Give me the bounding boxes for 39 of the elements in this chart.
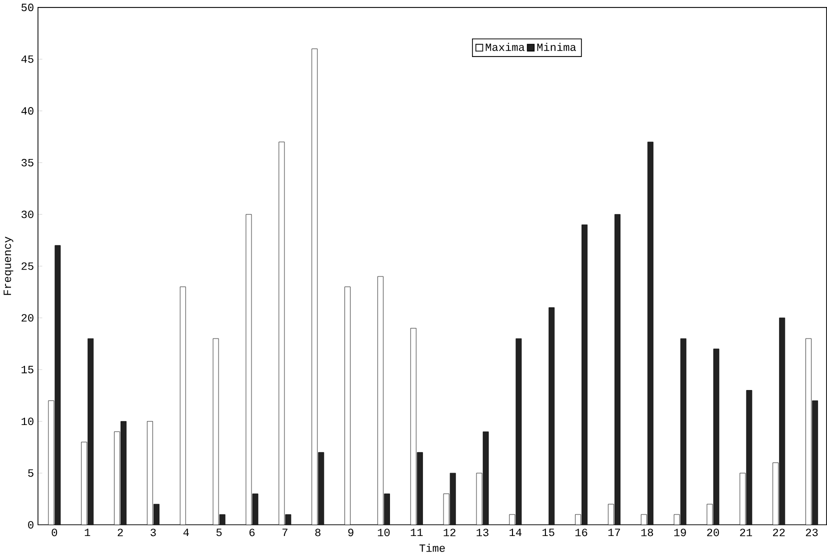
y-tick-label: 50 [22,4,34,12]
x-tick-label: 4 [183,528,189,536]
x-tick-label: 5 [216,528,222,536]
y-tick-label: 20 [22,314,34,322]
x-tick-label: 11 [410,528,423,536]
x-tick-label: 19 [674,528,686,536]
legend-label: Minima [537,43,576,52]
y-tick-label: 45 [21,56,34,64]
y-tick-label: 30 [22,210,34,218]
x-tick-label: 15 [542,528,554,536]
x-tick-label: 20 [707,528,719,536]
y-tick-label: 25 [22,262,34,270]
y-tick-label: 40 [21,107,34,115]
x-tick-label: 14 [510,528,522,536]
legend-label: Maxima [486,43,525,52]
y-tick-label: 5 [28,470,34,477]
y-axis-title: Frequency [4,236,14,296]
x-tick-label: 13 [476,528,488,536]
x-tick-label: 6 [250,528,255,536]
x-tick-label: 23 [806,528,818,536]
x-tick-label: 7 [282,528,288,536]
x-tick-label: 3 [150,528,156,536]
x-tick-label: 22 [773,528,785,536]
x-tick-label: 0 [52,528,58,536]
y-tick-label: 0 [28,521,34,529]
x-tick-label: 21 [740,528,752,536]
x-tick-label: 2 [118,528,123,536]
y-tick-label: 15 [22,366,34,374]
x-axis-title: Time [419,544,445,552]
x-tick-label: 1 [84,528,90,536]
x-tick-label: 12 [444,528,456,536]
x-tick-label: 10 [378,528,390,536]
x-tick-label: 8 [315,528,320,536]
x-tick-label: 18 [641,528,654,536]
x-tick-label: 16 [575,528,588,536]
y-tick-label: 10 [22,418,34,426]
x-tick-label: 17 [608,528,620,536]
y-tick-label: 35 [22,159,34,167]
x-tick-label: 9 [348,528,354,536]
